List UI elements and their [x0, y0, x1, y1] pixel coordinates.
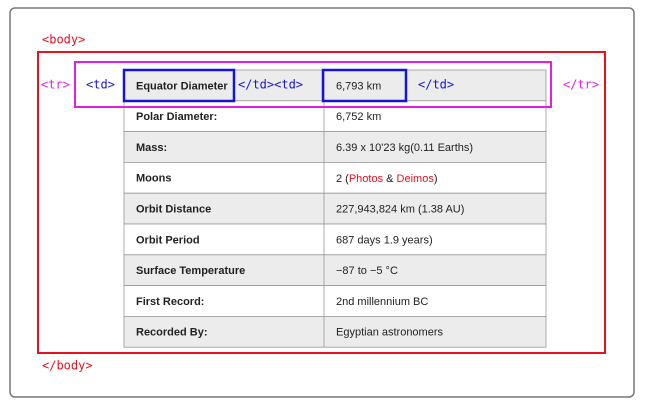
table-row [123, 192, 547, 225]
body-close-tag: </body> [42, 359, 93, 373]
value-text: ) [434, 173, 438, 185]
row-label: Mass: [136, 142, 167, 154]
row-value: Egyptian astronomers [336, 327, 443, 339]
body-open-tag: <body> [42, 33, 85, 47]
table-row [123, 161, 547, 194]
table-row [123, 69, 547, 102]
row-value: 227,943,824 km (1.38 AU) [336, 204, 464, 216]
row-label: First Record: [136, 296, 204, 308]
tr-close-tag: </tr> [563, 78, 599, 92]
row-label: Orbit Distance [136, 204, 211, 216]
td-tag: </td><td> [238, 78, 303, 92]
row-label: Orbit Period [136, 234, 200, 246]
row-value: −87 to −5 °C [336, 265, 398, 277]
highlighted-text: Deimos [397, 173, 435, 185]
td-box [122, 68, 236, 103]
table-row [123, 285, 547, 317]
table-row [123, 315, 547, 348]
row-label: Equator Diameter [136, 80, 228, 92]
row-value: 2nd millennium BC [336, 296, 428, 308]
row-label: Moons [136, 173, 171, 185]
body-box [37, 51, 606, 354]
row-label: Surface Temperature [136, 265, 245, 277]
row-value: 6,793 km [336, 80, 381, 92]
td-close-tag: </td> [418, 78, 454, 92]
td-open-tag: <td> [86, 78, 115, 92]
row-value: 2 (Photos & Deimos) [336, 173, 438, 185]
row-label: Recorded By: [136, 327, 208, 339]
tr-box [74, 61, 552, 108]
td-box [321, 68, 408, 103]
value-text: & [383, 173, 396, 185]
table-row [123, 223, 547, 256]
table-row [123, 131, 547, 163]
row-label: Polar Diameter: [136, 111, 217, 123]
row-value: 687 days 1.9 years) [336, 234, 433, 246]
highlighted-text: Photos [349, 173, 384, 185]
tr-open-tag: <tr> [41, 78, 70, 92]
row-value: 6.39 x 10'23 kg(0.11 Earths) [336, 142, 473, 154]
value-text: 2 ( [336, 173, 349, 185]
row-value: 6,752 km [336, 111, 381, 123]
table: Equator Diameter 6,793 km Polar Diameter: 6… [123, 69, 547, 348]
